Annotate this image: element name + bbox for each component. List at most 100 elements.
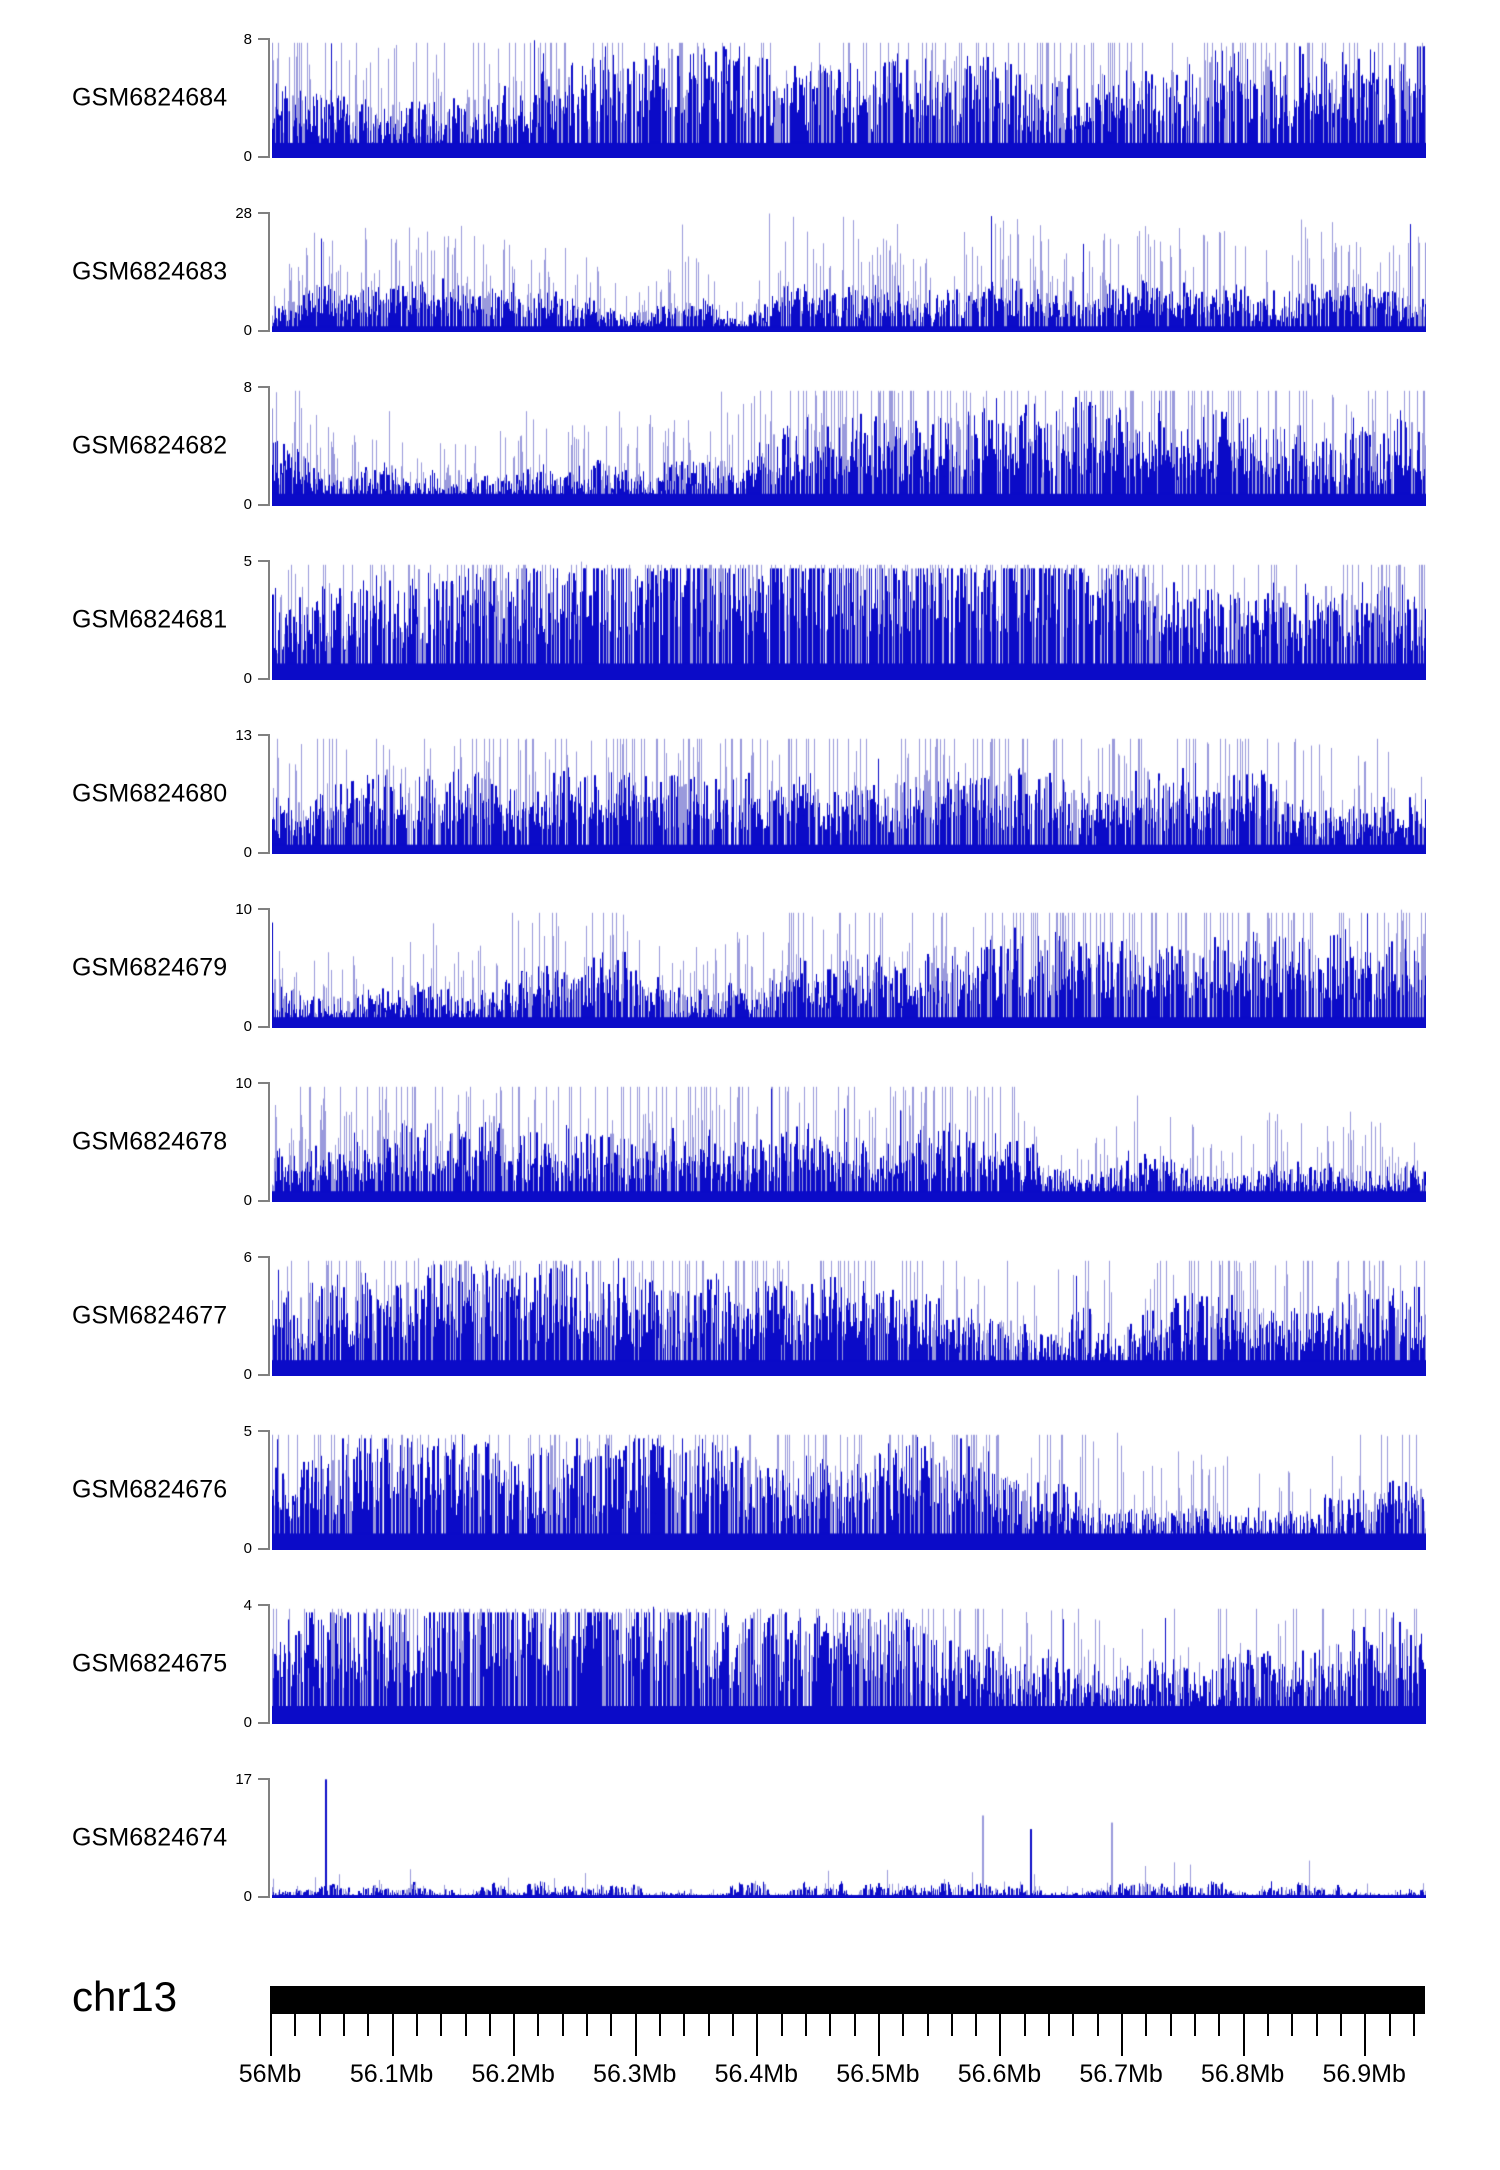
ruler-minor-tick [1023,2014,1026,2036]
ruler-minor-tick [561,2014,564,2036]
sample-label: GSM6824680 [72,779,228,808]
coverage-canvas [272,734,1426,854]
ruler-major-tick [999,2014,1002,2056]
ruler-minor-tick [342,2014,345,2036]
ruler-tick-label: 56.7Mb [1079,2060,1163,2088]
coverage-canvas [272,908,1426,1028]
ruler-tick-label: 56.1Mb [349,2060,434,2088]
y-axis-max-label: 13 [235,727,252,744]
ruler-major-tick [1121,2014,1124,2056]
y-axis-line [268,1778,270,1898]
ruler-tick-label: 56.9Mb [1322,2060,1406,2088]
y-axis-min-label: 0 [243,1192,252,1209]
ruler-minor-tick [1291,2014,1294,2036]
ruler-tick-label: 56.8Mb [1200,2060,1285,2088]
coverage-track: GSM6824678 10 0 [0,1076,1500,1208]
y-axis-min-label: 0 [243,844,252,861]
coverage-plot-area [272,1778,1426,1898]
ideogram-bar [270,1986,1425,2014]
sample-label: GSM6824679 [72,953,228,982]
y-axis-bottom-cap [258,1896,270,1898]
y-axis-min-label: 0 [243,1888,252,1905]
coverage-plot-area [272,1430,1426,1550]
ruler-tick-label: 56.2Mb [471,2060,555,2088]
ruler-minor-tick [318,2014,321,2036]
y-axis-bottom-cap [258,1722,270,1724]
ruler-minor-tick [1388,2014,1391,2036]
y-axis-line [268,734,270,854]
ruler-major-tick [513,2014,516,2056]
y-axis-max-label: 10 [235,1075,252,1092]
y-axis-top-cap [258,1430,270,1432]
y-axis-line [268,1604,270,1724]
y-axis-top-cap [258,1256,270,1258]
ruler-tick-label: 56.6Mb [957,2060,1042,2088]
ruler-minor-tick [683,2014,686,2036]
ruler-minor-tick [464,2014,467,2036]
y-axis-bottom-cap [258,330,270,332]
coverage-track: GSM6824679 10 0 [0,902,1500,1034]
coverage-canvas [272,1082,1426,1202]
ruler-minor-tick [415,2014,418,2036]
y-axis-min-label: 0 [243,148,252,165]
ruler-minor-tick [1412,2014,1415,2036]
y-axis-top-cap [258,560,270,562]
ruler-minor-tick [1266,2014,1269,2036]
coverage-track: GSM6824676 5 0 [0,1424,1500,1556]
ruler-minor-tick [1315,2014,1318,2036]
y-axis-line [268,1082,270,1202]
y-axis-top-cap [258,386,270,388]
y-axis-bottom-cap [258,1200,270,1202]
ruler-tick-label: 56.3Mb [593,2060,677,2088]
y-axis-min-label: 0 [243,1540,252,1557]
ruler-minor-tick [707,2014,710,2036]
ruler-major-tick [1242,2014,1245,2056]
ruler-tick-label: 56.5Mb [836,2060,920,2088]
ruler-minor-tick [1048,2014,1051,2036]
y-axis-max-label: 5 [243,553,252,570]
ruler-minor-tick [926,2014,929,2036]
y-axis-top-cap [258,1082,270,1084]
ruler-minor-tick [537,2014,540,2036]
coverage-canvas [272,560,1426,680]
ruler-minor-tick [950,2014,953,2036]
y-axis-max-label: 8 [243,31,252,48]
ruler-major-tick [391,2014,394,2056]
sample-label: GSM6824678 [72,1127,228,1156]
y-axis-line [268,212,270,332]
y-axis-top-cap [258,908,270,910]
sample-label: GSM6824674 [72,1823,228,1852]
coverage-plot-area [272,386,1426,506]
coverage-plot-area [272,1256,1426,1376]
y-axis-top-cap [258,1778,270,1780]
ruler-minor-tick [1218,2014,1221,2036]
coverage-track: GSM6824680 13 0 [0,728,1500,860]
coverage-canvas [272,1604,1426,1724]
sample-label: GSM6824677 [72,1301,228,1330]
ruler-minor-tick [1096,2014,1099,2036]
coverage-track: GSM6824682 8 0 [0,380,1500,512]
y-axis-line [268,38,270,158]
coverage-canvas [272,38,1426,158]
coverage-plot-area [272,908,1426,1028]
y-axis-bottom-cap [258,156,270,158]
ruler-minor-tick [610,2014,613,2036]
ruler-minor-tick [975,2014,978,2036]
y-axis-bottom-cap [258,504,270,506]
y-axis-line [268,386,270,506]
coverage-canvas [272,1778,1426,1898]
y-axis-min-label: 0 [243,496,252,513]
chromosome-ruler: chr13 56Mb 56.1Mb 56.2Mb 56.3Mb 56.4Mb 56.5Mb… [0,1965,1500,2135]
y-axis-bottom-cap [258,678,270,680]
sample-label: GSM6824684 [72,83,228,112]
coverage-track: GSM6824674 17 0 [0,1772,1500,1904]
y-axis-min-label: 0 [243,1714,252,1731]
y-axis-bottom-cap [258,1548,270,1550]
ruler-minor-tick [659,2014,662,2036]
ruler-minor-tick [367,2014,370,2036]
ruler-tick-label: 56Mb [238,2060,302,2088]
coverage-canvas [272,1256,1426,1376]
ruler-minor-tick [829,2014,832,2036]
coverage-canvas [272,1430,1426,1550]
y-axis-max-label: 17 [235,1771,252,1788]
